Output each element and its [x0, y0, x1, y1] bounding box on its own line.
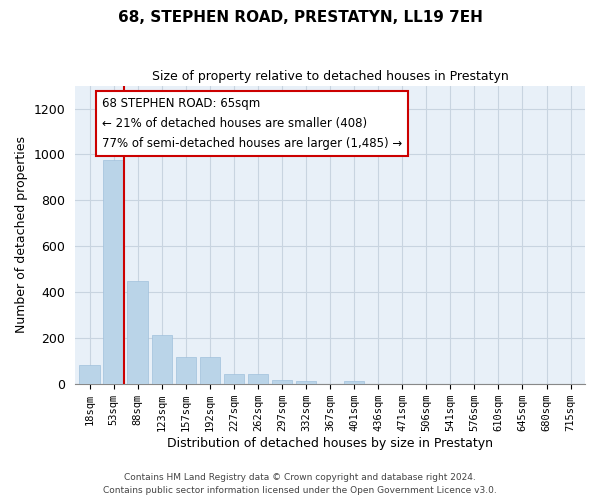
X-axis label: Distribution of detached houses by size in Prestatyn: Distribution of detached houses by size … [167, 437, 493, 450]
Bar [200, 356, 220, 384]
Bar [127, 281, 148, 384]
Bar [296, 381, 316, 384]
Bar [344, 381, 364, 384]
Title: Size of property relative to detached houses in Prestatyn: Size of property relative to detached ho… [152, 70, 508, 83]
Bar [103, 160, 124, 384]
Bar [272, 380, 292, 384]
Text: 68 STEPHEN ROAD: 65sqm
← 21% of detached houses are smaller (408)
77% of semi-de: 68 STEPHEN ROAD: 65sqm ← 21% of detached… [101, 97, 402, 150]
Bar [176, 356, 196, 384]
Bar [79, 364, 100, 384]
Text: 68, STEPHEN ROAD, PRESTATYN, LL19 7EH: 68, STEPHEN ROAD, PRESTATYN, LL19 7EH [118, 10, 482, 25]
Y-axis label: Number of detached properties: Number of detached properties [15, 136, 28, 334]
Bar [224, 374, 244, 384]
Text: Contains HM Land Registry data © Crown copyright and database right 2024.
Contai: Contains HM Land Registry data © Crown c… [103, 474, 497, 495]
Bar [248, 374, 268, 384]
Bar [152, 335, 172, 384]
